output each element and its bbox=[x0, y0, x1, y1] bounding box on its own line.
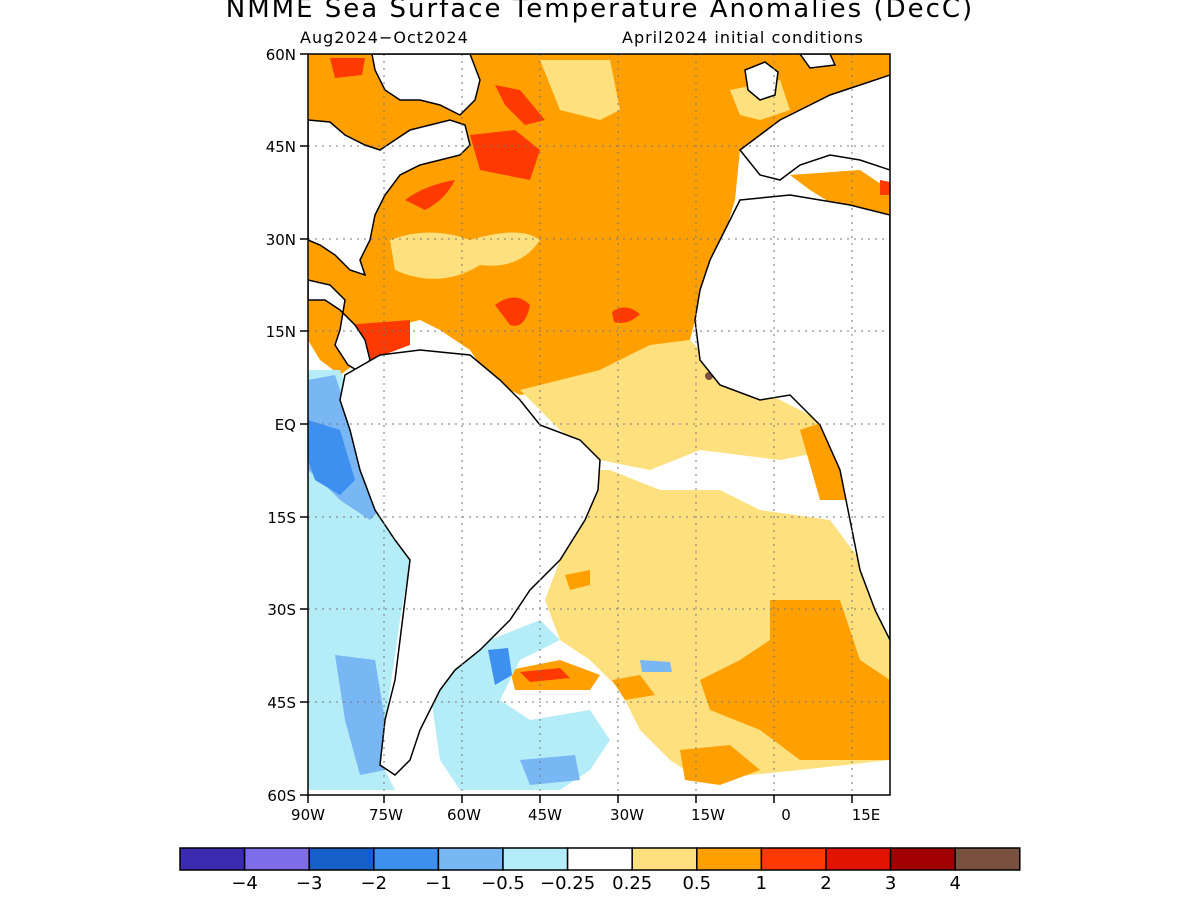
anomaly-blue-malvinas bbox=[488, 648, 512, 685]
land-british-isles bbox=[744, 61, 779, 101]
lon-labels: 90W 75W 60W 45W 30W 15W 0 15E bbox=[291, 806, 880, 824]
lat-label-15s: 15S bbox=[267, 509, 296, 527]
lat-label-45s: 45S bbox=[267, 694, 296, 712]
anomaly-red-labrador bbox=[495, 85, 545, 125]
lon-label-45w: 45W bbox=[528, 806, 562, 824]
colorbar-swatch-9 bbox=[760, 847, 827, 871]
anomaly-lightblue-south-atlantic bbox=[430, 620, 610, 790]
lat-label-30n: 30N bbox=[266, 231, 296, 249]
colorbar-swatch-7 bbox=[631, 847, 698, 871]
colorbar-swatch-4 bbox=[437, 847, 504, 871]
colorbar-swatch-2 bbox=[308, 847, 375, 871]
lon-label-90w: 90W bbox=[291, 806, 325, 824]
lat-axis bbox=[300, 53, 308, 796]
colorbar-swatch-0 bbox=[179, 847, 246, 871]
lon-axis bbox=[307, 795, 853, 803]
colorbar-swatch-5 bbox=[502, 847, 569, 871]
anomaly-red-med bbox=[880, 180, 890, 195]
colorbar-swatch-12 bbox=[954, 847, 1021, 871]
anomaly-blue-peru bbox=[308, 420, 355, 495]
anomaly-red-argentine bbox=[520, 668, 570, 682]
lon-label-75w: 75W bbox=[369, 806, 403, 824]
anomaly-red-central bbox=[495, 297, 530, 326]
colorbar-swatch-3 bbox=[373, 847, 440, 871]
colorbar-swatch-11 bbox=[889, 847, 956, 871]
anomaly-orange-midsouth bbox=[612, 675, 655, 700]
colorbar-label-7: 0.5 bbox=[682, 873, 711, 894]
anomaly-orange-benguela bbox=[700, 600, 890, 760]
colorbar-labels: −4 −3 −2 −1 −0.5 −0.25 0.25 0.5 1 2 3 4 bbox=[231, 873, 961, 894]
lon-label-0: 0 bbox=[781, 806, 791, 824]
graticule bbox=[308, 54, 890, 795]
colorbar-swatch-6 bbox=[566, 847, 633, 871]
anomaly-red-east bbox=[612, 307, 640, 323]
anomaly-red-hudson bbox=[330, 58, 365, 78]
colorbar-swatch-8 bbox=[696, 847, 763, 871]
anomaly-orange-south bbox=[680, 745, 760, 785]
anomaly-yellow-north bbox=[540, 60, 620, 120]
anomaly-yellow-equatorial bbox=[520, 340, 830, 470]
initial-conditions: April2024 initial conditions bbox=[622, 28, 864, 47]
colorbar-label-8: 1 bbox=[756, 873, 767, 894]
lon-label-15e: 15E bbox=[852, 806, 881, 824]
land-south-america bbox=[339, 349, 601, 776]
chart-title: NMME Sea Surface Temperature Anomalies (… bbox=[225, 0, 975, 24]
land-africa bbox=[694, 194, 890, 641]
lat-label-45n: 45N bbox=[266, 138, 296, 156]
colorbar-label-4: −0.5 bbox=[481, 873, 525, 894]
land-iceland bbox=[799, 54, 837, 69]
anomaly-skyblue-south bbox=[640, 660, 672, 672]
map-area bbox=[308, 54, 890, 795]
colorbar-label-6: 0.25 bbox=[612, 873, 652, 894]
lat-labels: 60N 45N 30N 15N EQ 15S 30S 45S 60S bbox=[266, 46, 296, 805]
anomaly-red-newfoundland bbox=[470, 130, 540, 180]
colorbar-swatch-1 bbox=[243, 847, 310, 871]
colorbar-label-0: −4 bbox=[231, 873, 258, 894]
colorbar-label-1: −3 bbox=[296, 873, 323, 894]
colorbar-label-10: 3 bbox=[885, 873, 896, 894]
colorbar bbox=[179, 847, 1021, 871]
lon-label-60w: 60W bbox=[447, 806, 481, 824]
colorbar-swatch-10 bbox=[825, 847, 892, 871]
colorbar-label-3: −1 bbox=[425, 873, 452, 894]
lat-label-60s: 60S bbox=[267, 787, 296, 805]
forecast-period: Aug2024−Oct2024 bbox=[300, 28, 469, 47]
colorbar-label-9: 2 bbox=[820, 873, 831, 894]
land-greenland bbox=[371, 54, 481, 116]
colorbar-label-2: −2 bbox=[361, 873, 388, 894]
lat-label-30s: 30S bbox=[267, 601, 296, 619]
lon-label-15w: 15W bbox=[691, 806, 725, 824]
lat-label-15n: 15N bbox=[266, 323, 296, 341]
colorbar-label-11: 4 bbox=[949, 873, 960, 894]
anomaly-yellow-subtropic bbox=[390, 232, 540, 279]
land-masses bbox=[308, 54, 890, 776]
land-north-america bbox=[308, 119, 471, 277]
anomaly-skyblue-southwest bbox=[520, 755, 580, 785]
anomaly-skyblue-chile bbox=[335, 655, 385, 775]
anomaly-orange-brazil bbox=[565, 570, 590, 590]
lat-label-60n: 60N bbox=[266, 46, 296, 64]
lon-label-30w: 30W bbox=[610, 806, 644, 824]
anomaly-red-gulf-stream bbox=[405, 180, 455, 210]
lat-label-eq: EQ bbox=[275, 416, 296, 434]
colorbar-label-5: −0.25 bbox=[540, 873, 595, 894]
